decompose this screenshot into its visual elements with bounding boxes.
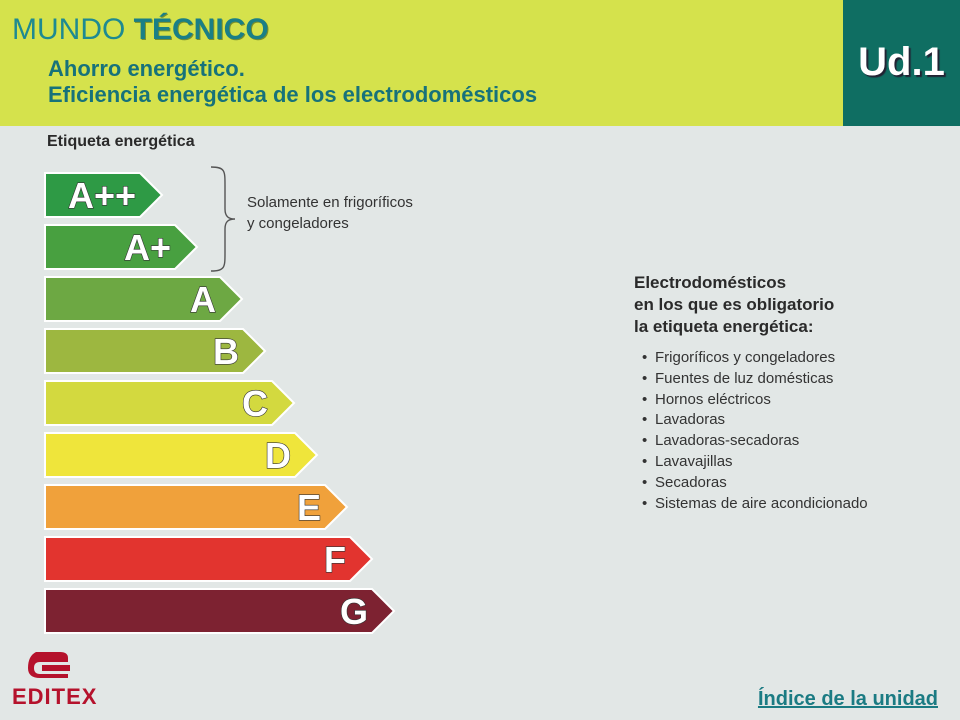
list-item: Lavadoras: [634, 410, 934, 431]
energy-class-arrow: [44, 536, 374, 582]
energy-class-e: E: [44, 484, 349, 530]
list-item: Hornos eléctricos: [634, 390, 934, 411]
editex-logo-text: EDITEX: [12, 684, 98, 709]
note-line1: Solamente en frigoríficos: [247, 194, 413, 211]
energy-class-arrow: [44, 328, 267, 374]
energy-class-arrow: [44, 224, 199, 270]
brand-part2: TÉCNICO: [133, 13, 269, 46]
energy-class-label: G: [340, 591, 368, 632]
appliances-title: Electrodomésticos en los que es obligato…: [634, 272, 934, 338]
list-item: Fuentes de luz domésticas: [634, 369, 934, 390]
energy-class-arrow: [44, 276, 244, 322]
energy-class-arrow: [44, 172, 164, 218]
energy-class-aplusplus: A++: [44, 172, 164, 218]
energy-class-label: A++: [68, 175, 136, 216]
editex-logo-icon: [28, 652, 70, 678]
appliances-panel: Electrodomésticos en los que es obligato…: [634, 272, 934, 514]
energy-class-label: A+: [124, 227, 171, 268]
energy-class-f: F: [44, 536, 374, 582]
energy-class-d: D: [44, 432, 319, 478]
energy-class-a: A: [44, 276, 244, 322]
brand-part1: MUNDO: [12, 13, 126, 46]
subtitle-line2: Eficiencia energética de los electrodomé…: [48, 82, 538, 107]
header-banner: MUNDO TÉCNICO Ahorro energético. Eficien…: [0, 0, 843, 126]
appliances-title-line2: en los que es obligatorio: [634, 295, 835, 314]
energy-class-arrow: [44, 484, 349, 530]
energy-class-label: B: [213, 331, 239, 372]
energy-class-b: B: [44, 328, 267, 374]
unit-label: Ud.1: [858, 40, 945, 84]
energy-class-label: E: [297, 487, 321, 528]
appliances-list: Frigoríficos y congeladores Fuentes de l…: [634, 348, 934, 514]
energy-class-arrow: [44, 588, 396, 634]
list-item: Frigoríficos y congeladores: [634, 348, 934, 369]
energy-class-g: G: [44, 588, 396, 634]
energy-class-label: D: [265, 435, 291, 476]
note-line2: y congeladores: [247, 215, 349, 232]
list-item: Sistemas de aire acondicionado: [634, 494, 934, 515]
energy-class-arrow: [44, 432, 319, 478]
energy-class-c: C: [44, 380, 296, 426]
list-item: Lavavajillas: [634, 452, 934, 473]
page-subtitle: Ahorro energético. Eficiencia energética…: [48, 56, 537, 108]
appliances-title-line3: la etiqueta energética:: [634, 317, 814, 336]
unit-index-link[interactable]: Índice de la unidad: [757, 688, 938, 710]
brace-icon: [210, 166, 236, 272]
appliances-title-line1: Electrodomésticos: [634, 273, 787, 292]
energy-class-label: C: [242, 383, 268, 424]
subtitle-line1: Ahorro energético.: [48, 56, 245, 81]
refrigerator-note: Solamente en frigoríficos y congeladores: [247, 192, 467, 234]
energy-class-arrow: [44, 380, 296, 426]
energy-class-aplus: A+: [44, 224, 199, 270]
unit-badge: Ud.1: [843, 0, 960, 126]
energy-class-label: A: [190, 279, 216, 320]
list-item: Lavadoras-secadoras: [634, 431, 934, 452]
list-item: Secadoras: [634, 473, 934, 494]
energy-label-title: Etiqueta energética: [47, 133, 195, 150]
energy-class-label: F: [324, 539, 346, 580]
brand-title: MUNDO TÉCNICO: [12, 12, 269, 48]
